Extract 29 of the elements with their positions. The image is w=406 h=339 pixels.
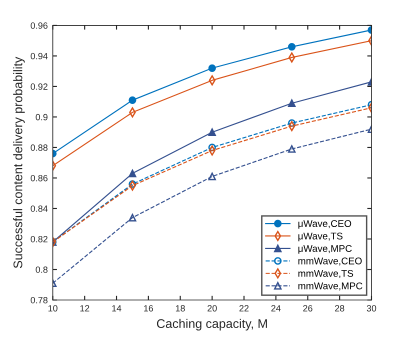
y-tick-label: 0.94 — [30, 52, 48, 60]
y-tick-label: 0.88 — [30, 144, 48, 151]
legend-label: μWave,MPC — [298, 245, 352, 254]
x-tick-label: 28 — [335, 305, 344, 312]
x-tick-label: 22 — [239, 305, 249, 312]
legend-label: mmWave,CEO — [298, 258, 362, 266]
legend-label: μWave,CEO — [298, 220, 352, 229]
x-tick-label: 10 — [48, 305, 58, 312]
y-tick-label: 0.8 — [36, 266, 48, 273]
y-tick-label: 0.86 — [30, 174, 48, 182]
x-axis-title: Caching capacity, M — [156, 318, 267, 330]
x-tick-label: 16 — [144, 305, 154, 312]
x-tick-label: 30 — [366, 305, 376, 312]
y-tick-label: 0.9 — [36, 114, 48, 120]
legend-label: mmWave,TS — [298, 270, 354, 278]
x-tick-label: 12 — [80, 305, 90, 312]
y-tick-label: 0.82 — [30, 236, 48, 242]
y-tick-label: 0.92 — [30, 83, 48, 90]
y-axis-title: Successful content delivery probability — [13, 56, 25, 268]
x-tick-label: 18 — [176, 305, 185, 312]
legend-label: mmWave,MPC — [298, 282, 362, 290]
y-tick-label: 0.96 — [30, 22, 48, 29]
x-tick-label: 20 — [208, 305, 217, 312]
legend-label: μWave,TS — [298, 232, 343, 242]
y-tick-label: 0.84 — [30, 205, 48, 212]
x-tick-label: 24 — [271, 305, 281, 312]
x-tick-label: 14 — [112, 305, 122, 312]
y-tick-label: 0.78 — [30, 296, 48, 304]
x-tick-label: 26 — [303, 305, 312, 312]
